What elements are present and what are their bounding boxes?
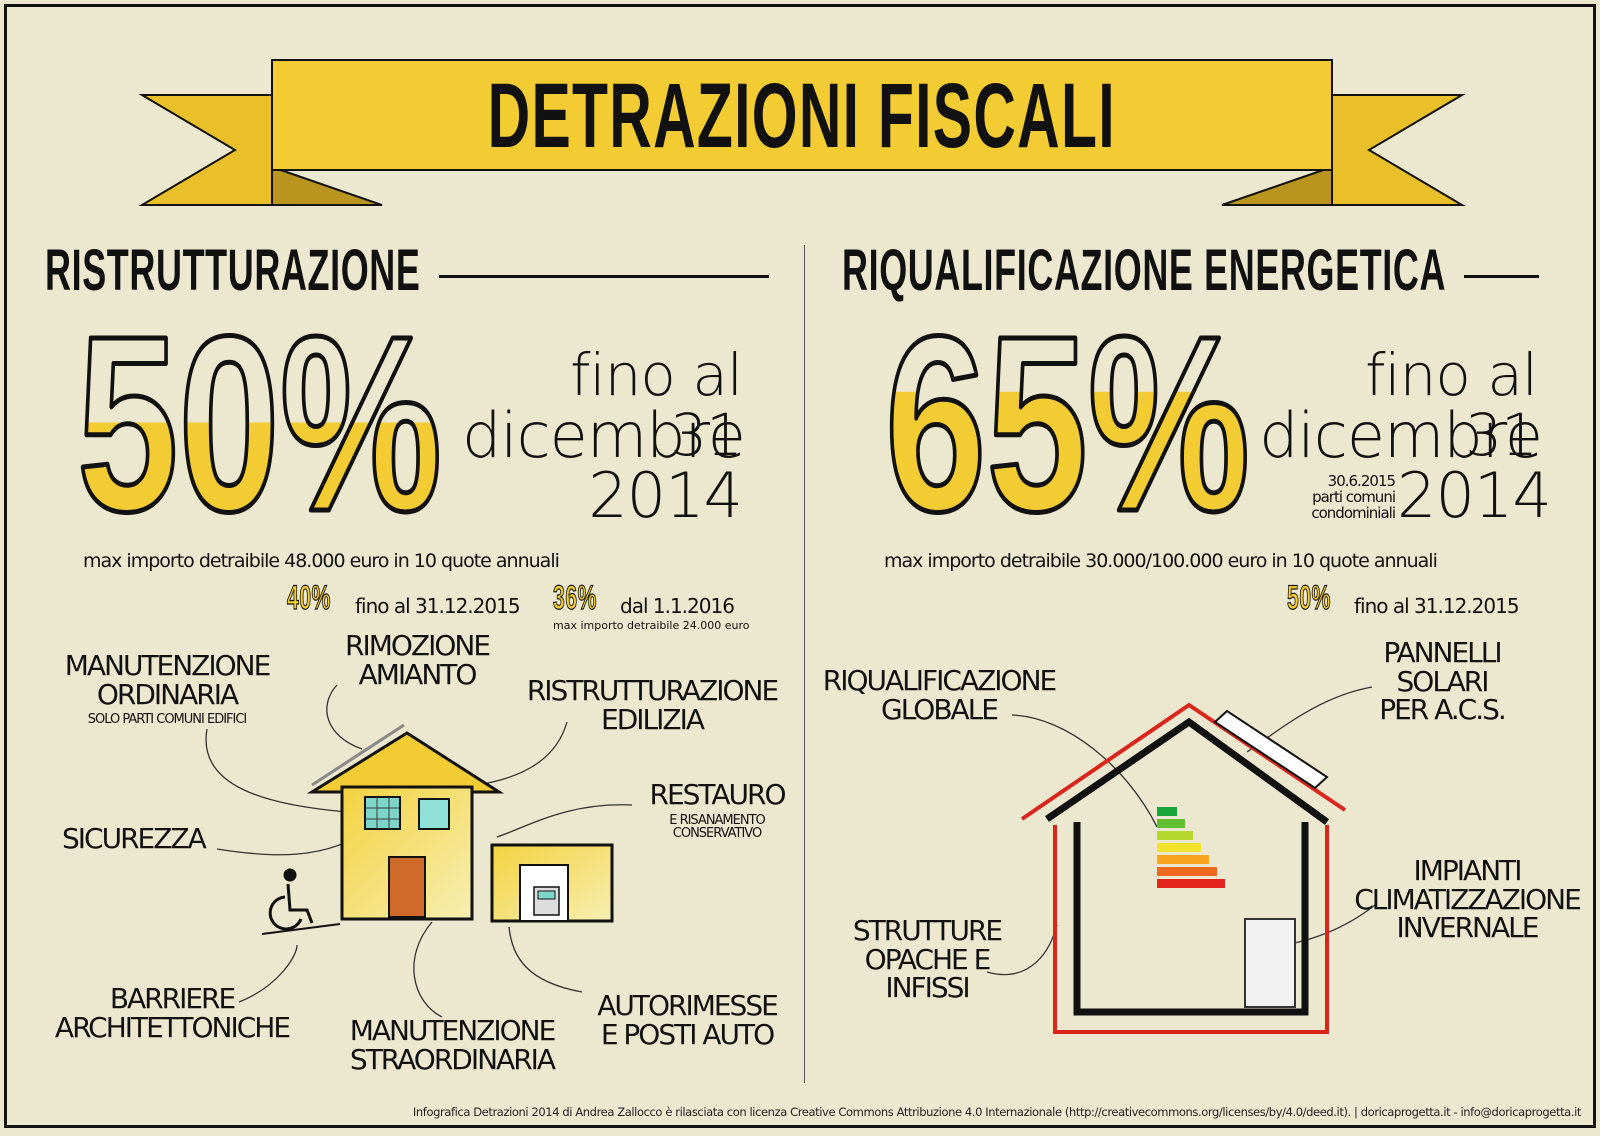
right-heading-rule [1464,275,1539,278]
wheelchair-icon [261,868,341,935]
left-percent-graphic: 50%50% 50% [75,282,445,566]
side-note-line: condominiali [1311,504,1396,522]
label-line: OPACHE E [864,942,992,976]
left-max-note: max importo detraibile 48.000 euro in 10… [83,550,560,572]
label-line: INFISSI [885,971,970,1005]
ribbon-banner-icon [138,59,1466,206]
right-sub1-text: fino al 31.12.2015 [1354,594,1520,618]
left-percent-fill: 50% [77,284,442,563]
label-line: AMIANTO [358,657,478,691]
label-line: ORDINARIA [96,677,239,711]
label-note: CONSERVATIVO [672,825,762,841]
right-percent-graphic: 65%65% 65% [883,282,1253,566]
right-sub1-pct: 50% [1287,578,1332,617]
label-pannelli-solari: PANNELLI SOLARI PER A.C.S. [1362,636,1522,727]
right-percent-fill: 65% [885,284,1250,563]
energy-house-icon [1020,702,1347,1034]
label-line: STRAORDINARIA [349,1042,556,1076]
left-sub1-text: fino al 31.12.2015 [355,594,521,618]
label-line: SOLARI [1396,664,1490,698]
label-line: GLOBALE [881,692,999,726]
label-rimozione-amianto: RIMOZIONE AMIANTO [327,629,507,691]
title-wrap: DETRAZIONI FISCALI [272,67,1332,165]
label-autorimesse: AUTORIMESSE E POSTI AUTO [587,989,787,1051]
left-date-line3: 2014 [588,459,743,532]
infographic: DETRAZIONI FISCALI RISTRUTTURAZIONE 50% 5… [4,4,1596,1128]
center-divider [804,245,805,1083]
label-line: MANUTENZIONE [349,1014,557,1047]
label-restauro: RESTAURO E RISANAMENTO CONSERVATIVO [637,778,797,841]
left-date-line1: fino al 31 [570,341,743,469]
left-sub2-text: dal 1.1.2016 [620,594,735,618]
label-note: E RISANAMENTO [669,812,766,828]
label-line: MANUTENZIONE [64,649,272,682]
label-line: EDILIZIA [601,702,705,736]
left-date-line2: dicembre [462,399,746,472]
left-illustration [205,684,633,1018]
label-line: RESTAURO [649,778,787,811]
right-illustration [986,686,1376,1034]
label-line: E POSTI AUTO [600,1017,775,1051]
left-percent-base: 50% [77,284,442,563]
label-barriere-architettoniche: BARRIERE ARCHITETTONICHE [47,982,297,1044]
right-percent-base: 65% [885,284,1250,563]
label-manutenzione-straordinaria: MANUTENZIONE STRAORDINARIA [342,1014,562,1076]
label-line: IMPIANTI [1413,854,1522,887]
label-line: PER A.C.S. [1379,693,1507,727]
label-line: RISTRUTTURAZIONE [526,674,779,707]
label-sicurezza: SICUREZZA [62,822,207,855]
label-line: ARCHITETTONICHE [54,1010,291,1044]
left-sub1-pct: 40% [287,578,332,617]
footer-credit: Infografica Detrazioni 2014 di Andrea Za… [412,1105,1581,1119]
right-percent-text: 65% [885,284,1250,563]
left-heading: RISTRUTTURAZIONE [45,238,421,303]
right-date-line1: fino al 31 [1365,341,1538,469]
side-note-line: parti comuni [1312,488,1396,506]
right-heading: RIQUALIFICAZIONE ENERGETICA [842,238,1447,303]
label-line: CLIMATIZZAZIONE [1354,882,1582,916]
label-line: BARRIERE [109,982,236,1015]
label-line: AUTORIMESSE [597,989,779,1022]
side-note-line: 30.6.2015 [1327,472,1396,490]
label-line: PANNELLI [1383,636,1502,669]
left-heading-rule [439,275,769,278]
right-date-line3: 2014 [1397,459,1552,532]
label-impianti-climatizzazione: IMPIANTI CLIMATIZZAZIONE INVERNALE [1352,854,1582,945]
house-icon [306,723,505,921]
right-max-note: max importo detraibile 30.000/100.000 eu… [884,550,1438,572]
right-date-line2: dicembre [1259,399,1543,472]
label-ristrutturazione-edilizia: RISTRUTTURAZIONE EDILIZIA [517,674,787,736]
energy-rating-icon [1157,807,1225,888]
label-strutture-opache: STRUTTURE OPACHE E INFISSI [847,914,1007,1005]
radiator-icon [1244,918,1296,1008]
right-side-note: 30.6.2015 parti comuni condominiali [1265,472,1396,522]
label-line: STRUTTURE [852,914,1003,947]
label-manutenzione-ordinaria: MANUTENZIONE ORDINARIA SOLO PARTI COMUNI… [57,649,277,728]
label-riqualificazione-globale: RIQUALIFICAZIONE GLOBALE [819,664,1059,726]
solar-panel-icon [1213,709,1329,790]
label-note: SOLO PARTI COMUNI EDIFICI [87,712,248,728]
label-line: RIQUALIFICAZIONE [822,664,1057,697]
left-percent-text: 50% [77,284,442,563]
left-sub2-pct: 36% [553,578,598,617]
label-line: INVERNALE [1396,911,1540,945]
page-title: DETRAZIONI FISCALI [487,65,1117,167]
garage-icon [490,843,614,923]
label-line: RIMOZIONE [344,629,491,662]
left-sub2-note: max importo detraibile 24.000 euro [553,619,750,632]
